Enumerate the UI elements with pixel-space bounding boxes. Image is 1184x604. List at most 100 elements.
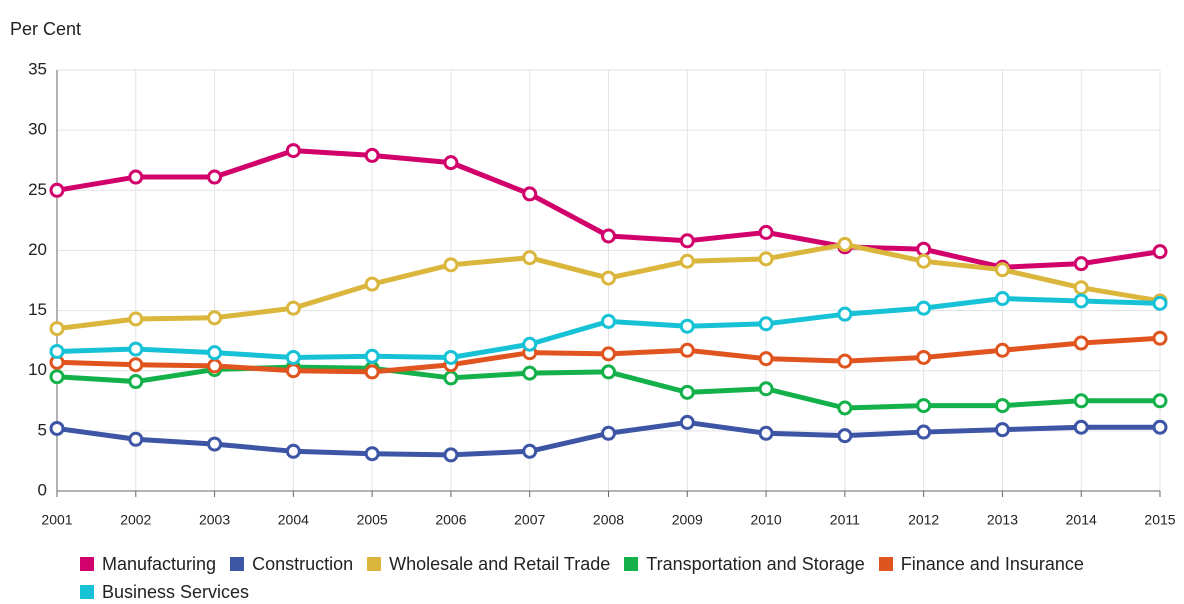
marker: [758, 251, 774, 267]
marker: [1073, 256, 1089, 272]
marker: [601, 228, 616, 244]
marker: [837, 400, 853, 416]
marker: [758, 316, 774, 332]
marker: [601, 313, 616, 329]
marker: [207, 310, 223, 326]
y-axis-label: Per Cent: [10, 19, 81, 39]
marker: [1073, 393, 1089, 409]
marker: [601, 346, 616, 362]
x-tick-label: 2008: [593, 512, 624, 528]
x-tick-label: 2007: [514, 512, 545, 528]
marker: [1152, 330, 1168, 346]
marker: [679, 384, 695, 400]
marker: [679, 414, 695, 430]
marker: [364, 364, 380, 380]
legend-item: Finance and Insurance: [878, 552, 1084, 576]
marker: [994, 422, 1010, 438]
y-tick-label: 25: [28, 180, 47, 199]
marker: [207, 345, 223, 361]
marker: [916, 241, 932, 257]
x-tick-label: 2001: [41, 512, 72, 528]
marker: [128, 357, 144, 373]
marker: [128, 169, 144, 185]
legend-item: Construction: [230, 552, 353, 576]
x-tick-label: 2004: [278, 512, 309, 528]
marker: [443, 257, 459, 273]
x-tick-label: 2003: [199, 512, 230, 528]
marker: [679, 318, 695, 334]
legend-swatch: [230, 557, 245, 571]
marker: [49, 343, 65, 359]
marker: [837, 306, 853, 322]
marker: [49, 369, 65, 385]
legend-swatch: [624, 557, 639, 571]
chart: Per Cent 0 5 10 15 20 25 30 35 2001 2002 2003 2004 2…: [10, 19, 1176, 528]
marker: [994, 262, 1010, 278]
marker: [916, 349, 932, 365]
marker: [1152, 295, 1168, 311]
marker: [994, 342, 1010, 358]
marker: [916, 300, 932, 316]
marker: [285, 349, 301, 365]
marker: [522, 336, 538, 352]
marker: [994, 291, 1010, 307]
legend-label: Wholesale and Retail Trade: [389, 554, 611, 574]
marker: [522, 365, 538, 381]
marker: [49, 420, 65, 436]
marker: [207, 436, 223, 452]
marker: [128, 374, 144, 390]
marker: [1073, 335, 1089, 351]
y-tick-label: 10: [28, 360, 47, 379]
marker: [443, 370, 459, 386]
marker: [443, 349, 459, 365]
series: [49, 291, 1168, 365]
marker: [758, 351, 774, 367]
marker: [916, 253, 932, 269]
y-tick-label: 30: [28, 120, 47, 139]
marker: [128, 431, 144, 447]
x-tick-label: 2010: [750, 512, 781, 528]
y-tick-label: 5: [38, 420, 47, 439]
x-tick-label: 2006: [435, 512, 466, 528]
legend-item: Wholesale and Retail Trade: [367, 552, 610, 576]
legend-item: Manufacturing: [80, 552, 216, 576]
marker: [128, 311, 144, 327]
marker: [285, 363, 301, 379]
legend-item: Transportation and Storage: [624, 552, 865, 576]
legend: Manufacturing Construction Wholesale and R…: [80, 552, 1120, 604]
y-tick-label: 15: [28, 300, 47, 319]
series: [49, 330, 1168, 380]
y-tick-label: 0: [38, 480, 47, 499]
marker: [1152, 393, 1168, 409]
marker: [837, 428, 853, 444]
marker: [522, 250, 538, 266]
legend-label: Business Services: [102, 582, 250, 602]
marker: [758, 381, 774, 397]
x-tick-label: 2011: [830, 512, 860, 528]
legend-swatch: [80, 585, 94, 599]
marker: [128, 341, 144, 357]
marker: [758, 224, 774, 240]
x-tick-label: 2012: [908, 512, 939, 528]
legend-label: Manufacturing: [102, 554, 217, 574]
marker: [207, 358, 223, 374]
marker: [443, 447, 459, 463]
y-tick-label: 35: [28, 59, 47, 78]
x-tick-label: 2002: [120, 512, 151, 528]
marker: [285, 443, 301, 459]
marker: [837, 236, 853, 252]
marker: [916, 398, 932, 414]
marker: [364, 147, 380, 163]
marker: [679, 233, 695, 249]
marker: [601, 270, 616, 286]
legend-swatch: [878, 557, 893, 571]
marker: [285, 143, 301, 159]
marker: [679, 342, 695, 358]
marker: [1073, 293, 1089, 309]
marker: [1073, 419, 1089, 435]
x-tick-label: 2015: [1144, 512, 1175, 528]
marker: [916, 424, 932, 440]
marker: [364, 276, 380, 292]
legend-item: Business Services: [80, 580, 249, 604]
